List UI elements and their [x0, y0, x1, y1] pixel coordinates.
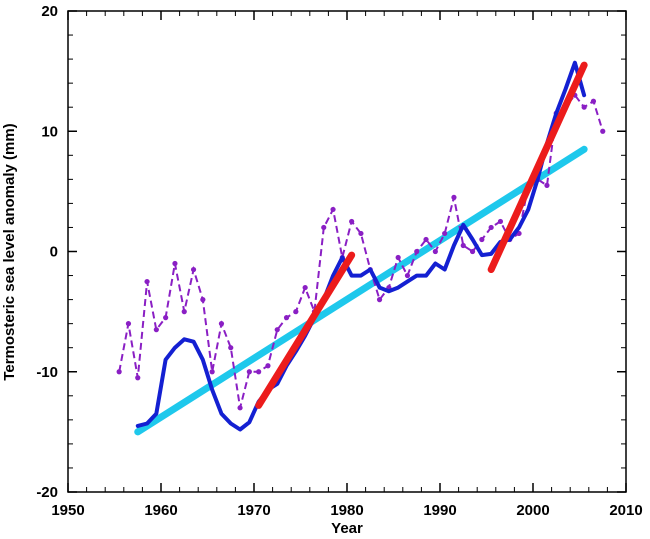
- y-tick-label: 20: [41, 3, 58, 20]
- data-point-annual-anomaly-dashed: [488, 224, 494, 231]
- data-point-annual-anomaly-dashed: [293, 309, 299, 315]
- x-tick-label: 2010: [609, 502, 642, 519]
- data-point-annual-anomaly-dashed: [544, 182, 550, 188]
- data-point-annual-anomaly-dashed: [163, 315, 169, 321]
- tick-layer: 1950 1960 1970 1980 1990 2000 2010 -20 -10 0 10 20: [36, 3, 642, 519]
- data-point-annual-anomaly-dashed: [460, 242, 466, 249]
- data-point-annual-anomaly-dashed: [442, 230, 448, 237]
- trend-line-trend-1995-2005: [487, 61, 588, 274]
- trend-line-trend-1970-1980: [255, 251, 356, 409]
- data-point-annual-anomaly-dashed: [358, 230, 364, 237]
- data-point-annual-anomaly-dashed: [209, 369, 215, 375]
- data-point-annual-anomaly-dashed: [423, 236, 429, 243]
- data-point-annual-anomaly-dashed: [237, 405, 243, 411]
- data-point-annual-anomaly-dashed: [246, 369, 252, 375]
- data-point-annual-anomaly-dashed: [432, 248, 438, 255]
- data-point-annual-anomaly-dashed: [451, 194, 457, 200]
- data-point-annual-anomaly-dashed: [469, 248, 476, 255]
- series-layer: [116, 60, 606, 436]
- plot-area: [116, 60, 606, 436]
- x-axis-title: Year: [331, 520, 363, 537]
- x-tick-label: 1950: [51, 502, 84, 519]
- x-tick-label: 1960: [144, 502, 177, 519]
- data-point-annual-anomaly-dashed: [395, 254, 401, 261]
- data-point-annual-anomaly-dashed: [228, 345, 234, 351]
- data-point-annual-anomaly-dashed: [590, 98, 597, 104]
- x-tick-label: 2000: [516, 502, 549, 519]
- data-point-annual-anomaly-dashed: [181, 309, 187, 315]
- data-point-annual-anomaly-dashed: [144, 278, 150, 285]
- data-point-annual-anomaly-dashed: [497, 218, 504, 225]
- data-point-annual-anomaly-dashed: [256, 369, 262, 375]
- x-tick-label: 1980: [330, 502, 363, 519]
- y-axis-title: Termosteric sea level anomaly (mm): [1, 123, 18, 380]
- y-tick-label: -20: [36, 484, 58, 501]
- data-point-annual-anomaly-dashed: [404, 272, 411, 279]
- data-point-annual-anomaly-dashed: [116, 369, 122, 375]
- data-point-annual-anomaly-dashed: [172, 260, 178, 267]
- data-point-annual-anomaly-dashed: [302, 284, 308, 291]
- y-tick-label: -10: [36, 364, 58, 381]
- data-point-annual-anomaly-dashed: [200, 297, 206, 303]
- data-point-annual-anomaly-dashed: [330, 206, 336, 213]
- data-point-annual-anomaly-dashed: [265, 363, 271, 369]
- data-point-annual-anomaly-dashed: [190, 266, 197, 273]
- data-point-annual-anomaly-dashed: [218, 321, 225, 327]
- y-tick-label: 10: [41, 123, 58, 140]
- data-point-annual-anomaly-dashed: [274, 327, 280, 333]
- data-point-annual-anomaly-dashed: [349, 218, 355, 225]
- data-point-annual-anomaly-dashed: [376, 297, 383, 303]
- data-point-annual-anomaly-dashed: [125, 321, 132, 327]
- series-line-annual-anomaly-dashed: [118, 93, 604, 409]
- y-tick-label: 0: [50, 244, 58, 261]
- series-line-smoothed-anomaly: [135, 60, 587, 432]
- data-point-annual-anomaly-dashed: [479, 236, 485, 243]
- data-point-annual-anomaly-dashed: [283, 315, 290, 321]
- data-point-annual-anomaly-dashed: [600, 128, 606, 134]
- data-point-annual-anomaly-dashed: [581, 104, 587, 110]
- data-point-annual-anomaly-dashed: [414, 248, 420, 255]
- data-point-annual-anomaly-dashed: [321, 224, 327, 231]
- data-point-annual-anomaly-dashed: [153, 327, 159, 333]
- x-tick-label: 1970: [237, 502, 270, 519]
- x-tick-label: 1990: [423, 502, 456, 519]
- data-point-annual-anomaly-dashed: [135, 375, 141, 381]
